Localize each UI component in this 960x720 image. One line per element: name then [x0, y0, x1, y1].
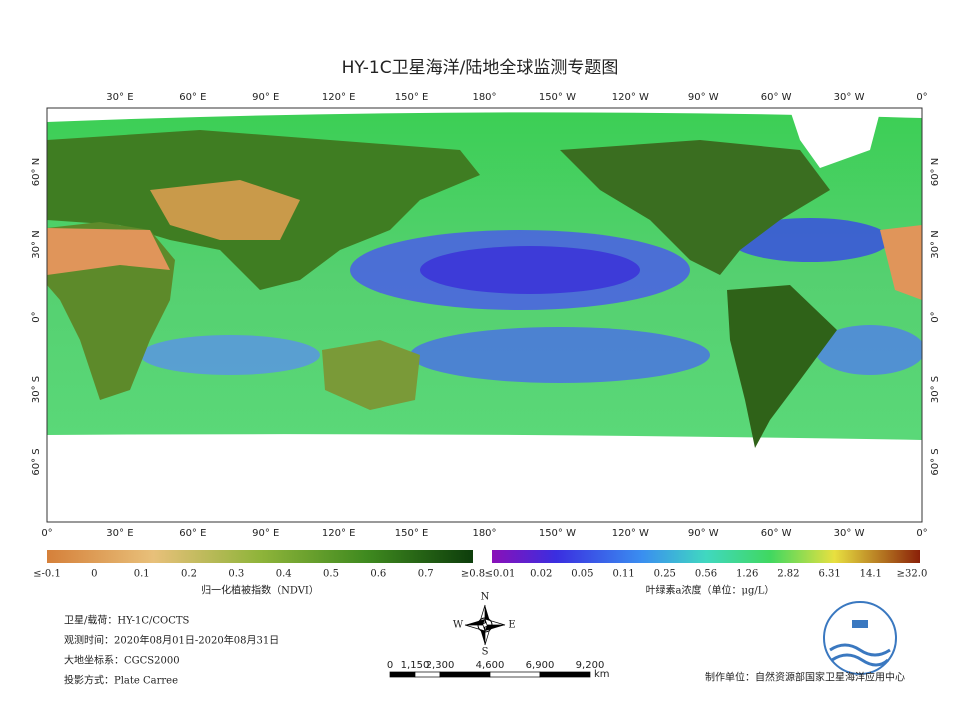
info-block: 卫星/载荷：HY-1C/COCTS 观测时间：2020年08月01日-2020年0… [64, 615, 279, 687]
lon-label-top: 90° E [252, 92, 279, 103]
colorbar-label: ≥0.8 [461, 569, 485, 580]
scale-label: 2,300 [426, 660, 455, 671]
colorbar-label: ≥32.0 [897, 569, 928, 580]
map-frame [46, 107, 923, 523]
colorbar-label: 6.31 [818, 569, 840, 580]
colorbar-label: 0.3 [228, 569, 244, 580]
ndvi-caption: 归一化植被指数（NDVI） [201, 584, 319, 597]
compass-s: S [482, 647, 489, 658]
colorbar-label: 0.6 [370, 569, 386, 580]
lon-label-top: 60° E [179, 92, 206, 103]
scale-label: 9,200 [576, 660, 605, 671]
lon-label-bottom: 30° W [834, 528, 865, 539]
scale-label: 4,600 [476, 660, 505, 671]
lon-label-bottom: 90° E [252, 528, 279, 539]
lat-label-right: 60° N [930, 158, 941, 186]
lat-label-right: 0° [930, 311, 941, 322]
lat-label-left: 60° S [31, 448, 42, 475]
colorbar-label: ≤-0.1 [33, 569, 61, 580]
scale-segment [489, 671, 541, 678]
colorbar-label: 0.02 [530, 569, 552, 580]
scale-segment [389, 671, 416, 678]
lon-label-bottom: 120° E [322, 528, 356, 539]
compass-n: N [481, 592, 490, 603]
lat-label-left: 60° N [31, 158, 42, 186]
title: HY-1C卫星海洋/陆地全球监测专题图 [342, 58, 619, 78]
lat-label-left: 30° N [31, 230, 42, 258]
lon-label-top: 30° E [106, 92, 133, 103]
colorbar-label: ≤0.01 [485, 569, 516, 580]
lat-label-right: 30° S [930, 376, 941, 403]
lon-label-top: 120° W [612, 92, 649, 103]
lon-label-bottom: 60° E [179, 528, 206, 539]
lon-label-bottom: 0° [916, 528, 927, 539]
lon-label-top: 150° E [395, 92, 429, 103]
lon-label-bottom: 90° W [688, 528, 719, 539]
chl-caption: 叶绿素a浓度（单位：μg/L） [646, 584, 775, 597]
scale-label: 1,150 [401, 660, 430, 671]
producer: 制作单位：自然资源部国家卫星海洋应用中心 [705, 671, 905, 684]
colorbar-label: 2.82 [777, 569, 799, 580]
colorbar-label: 0.11 [612, 569, 634, 580]
colorbar-label: 0.05 [571, 569, 593, 580]
lon-label-top: 180° [472, 92, 496, 103]
scale-segment [414, 671, 441, 678]
logo [823, 601, 897, 675]
info-line: 大地坐标系：CGCS2000 [64, 654, 180, 667]
colorbar-label: 14.1 [860, 569, 882, 580]
scale-segment [439, 671, 491, 678]
map-image [47, 108, 922, 522]
colorbar-label: 1.26 [736, 569, 758, 580]
info-line: 卫星/载荷：HY-1C/COCTS [64, 615, 190, 627]
lon-label-bottom: 0° [41, 528, 52, 539]
colorbar-label: 0.56 [695, 569, 717, 580]
scale-segment [539, 671, 591, 678]
lon-label-top: 60° W [761, 92, 792, 103]
lon-label-bottom: 120° W [612, 528, 649, 539]
scale-label: 0 [387, 660, 393, 671]
compass-e: E [508, 620, 515, 631]
lon-label-top: 150° W [539, 92, 576, 103]
lat-label-right: 30° N [930, 230, 941, 258]
lat-label-left: 30° S [31, 376, 42, 403]
lat-label-left: 0° [31, 311, 42, 322]
colorbar-label: 0.5 [323, 569, 339, 580]
colorbar-label: 0.25 [654, 569, 676, 580]
lon-label-top: 120° E [322, 92, 356, 103]
ndvi-colorbar [47, 550, 473, 563]
lon-label-top: 0° [916, 92, 927, 103]
scale-unit: km [594, 669, 610, 680]
lon-label-top: 30° W [834, 92, 865, 103]
lon-label-top: 90° W [688, 92, 719, 103]
compass-w: W [453, 620, 464, 631]
lon-label-bottom: 30° E [106, 528, 133, 539]
compass: N W E S [453, 592, 516, 658]
lon-label-bottom: 180° [472, 528, 496, 539]
chl-colorbar [492, 550, 920, 563]
lon-label-bottom: 60° W [761, 528, 792, 539]
colorbar-label: 0.1 [134, 569, 150, 580]
colorbar-label: 0.7 [418, 569, 434, 580]
lon-label-bottom: 150° E [395, 528, 429, 539]
info-line: 投影方式：Plate Carree [64, 674, 178, 687]
info-line: 观测时间：2020年08月01日-2020年08月31日 [64, 634, 279, 647]
colorbar-label: 0.4 [276, 569, 292, 580]
colorbar-label: 0.2 [181, 569, 197, 580]
scale-label: 6,900 [526, 660, 555, 671]
colorbar-label: 0 [91, 569, 97, 580]
lat-label-right: 60° S [930, 448, 941, 475]
lon-label-bottom: 150° W [539, 528, 576, 539]
